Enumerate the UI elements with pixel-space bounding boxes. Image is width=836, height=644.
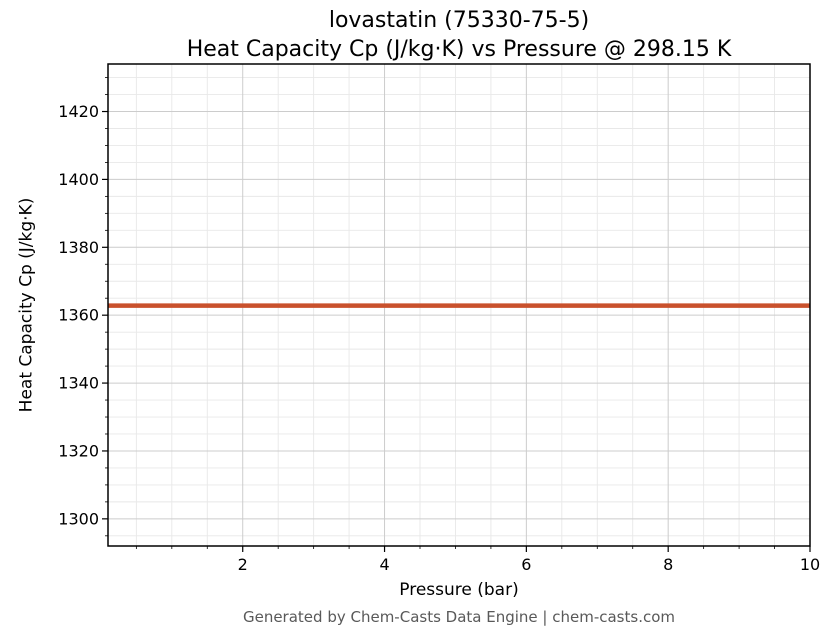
y-tick-label: 1360 (58, 306, 99, 325)
y-tick-label: 1380 (58, 238, 99, 257)
y-axis-label-wrap: Heat Capacity Cp (J/kg·K) (0, 64, 52, 546)
chart-title: lovastatin (75330-75-5) Heat Capacity Cp… (108, 6, 810, 64)
y-tick-label: 1300 (58, 509, 99, 528)
x-tick-label: 8 (663, 555, 673, 574)
x-tick-label: 2 (238, 555, 248, 574)
chart-title-line1: lovastatin (75330-75-5) (328, 8, 590, 33)
x-tick-label: 10 (800, 555, 820, 574)
x-tick-label: 6 (521, 555, 531, 574)
y-tick-label: 1340 (58, 374, 99, 393)
y-axis-label: Heat Capacity Cp (J/kg·K) (16, 197, 36, 413)
axes-box (107, 63, 811, 547)
chart-title-line2: Heat Capacity Cp (J/kg·K) vs Pressure @ … (186, 37, 732, 62)
footer-text: Generated by Chem-Casts Data Engine | ch… (242, 608, 676, 626)
x-axis-label: Pressure (bar) (399, 580, 519, 600)
y-tick-label: 1420 (58, 102, 99, 121)
y-tick-label: 1320 (58, 441, 99, 460)
y-tick-label: 1400 (58, 170, 99, 189)
x-tick-label: 4 (379, 555, 389, 574)
